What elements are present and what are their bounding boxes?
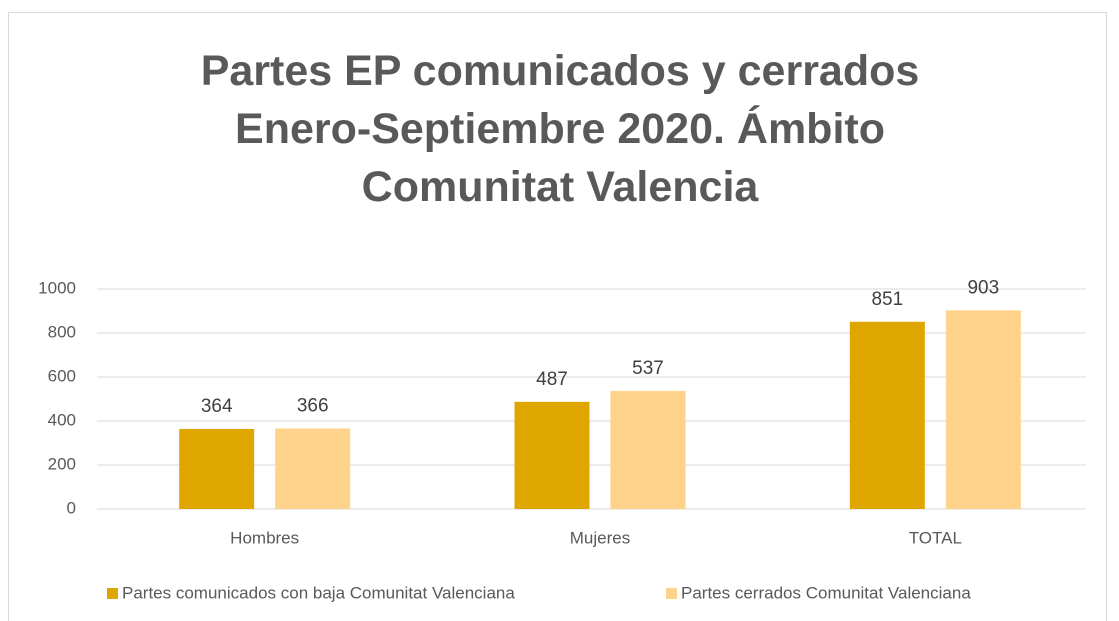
y-tick-label: 800 [48, 322, 76, 341]
y-tick-label: 200 [48, 454, 76, 473]
bar [945, 310, 1021, 509]
bar [849, 321, 925, 509]
legend-swatch [666, 588, 677, 599]
chart-border [8, 12, 1107, 621]
y-tick-label: 400 [48, 410, 76, 429]
bar [610, 390, 686, 509]
data-label: 851 [871, 289, 903, 310]
data-label: 366 [297, 395, 329, 416]
x-tick-label: TOTAL [909, 528, 962, 547]
chart-title: Partes EP comunicados y cerrados Enero-S… [200, 47, 920, 211]
y-tick-label: 0 [67, 498, 76, 517]
x-tick-label: Mujeres [570, 528, 630, 547]
y-tick-label: 1000 [38, 278, 76, 297]
data-label: 364 [201, 396, 233, 417]
bar [514, 401, 590, 509]
bar [179, 428, 255, 509]
legend-label: Partes cerrados Comunitat Valenciana [681, 583, 971, 602]
data-label: 487 [536, 369, 568, 390]
legend-label: Partes comunicados con baja Comunitat Va… [122, 583, 515, 602]
x-tick-label: Hombres [230, 528, 299, 547]
legend-swatch [107, 588, 118, 599]
bar [275, 428, 351, 509]
data-label: 903 [967, 277, 999, 298]
data-label: 537 [632, 358, 664, 379]
y-tick-label: 600 [48, 366, 76, 385]
